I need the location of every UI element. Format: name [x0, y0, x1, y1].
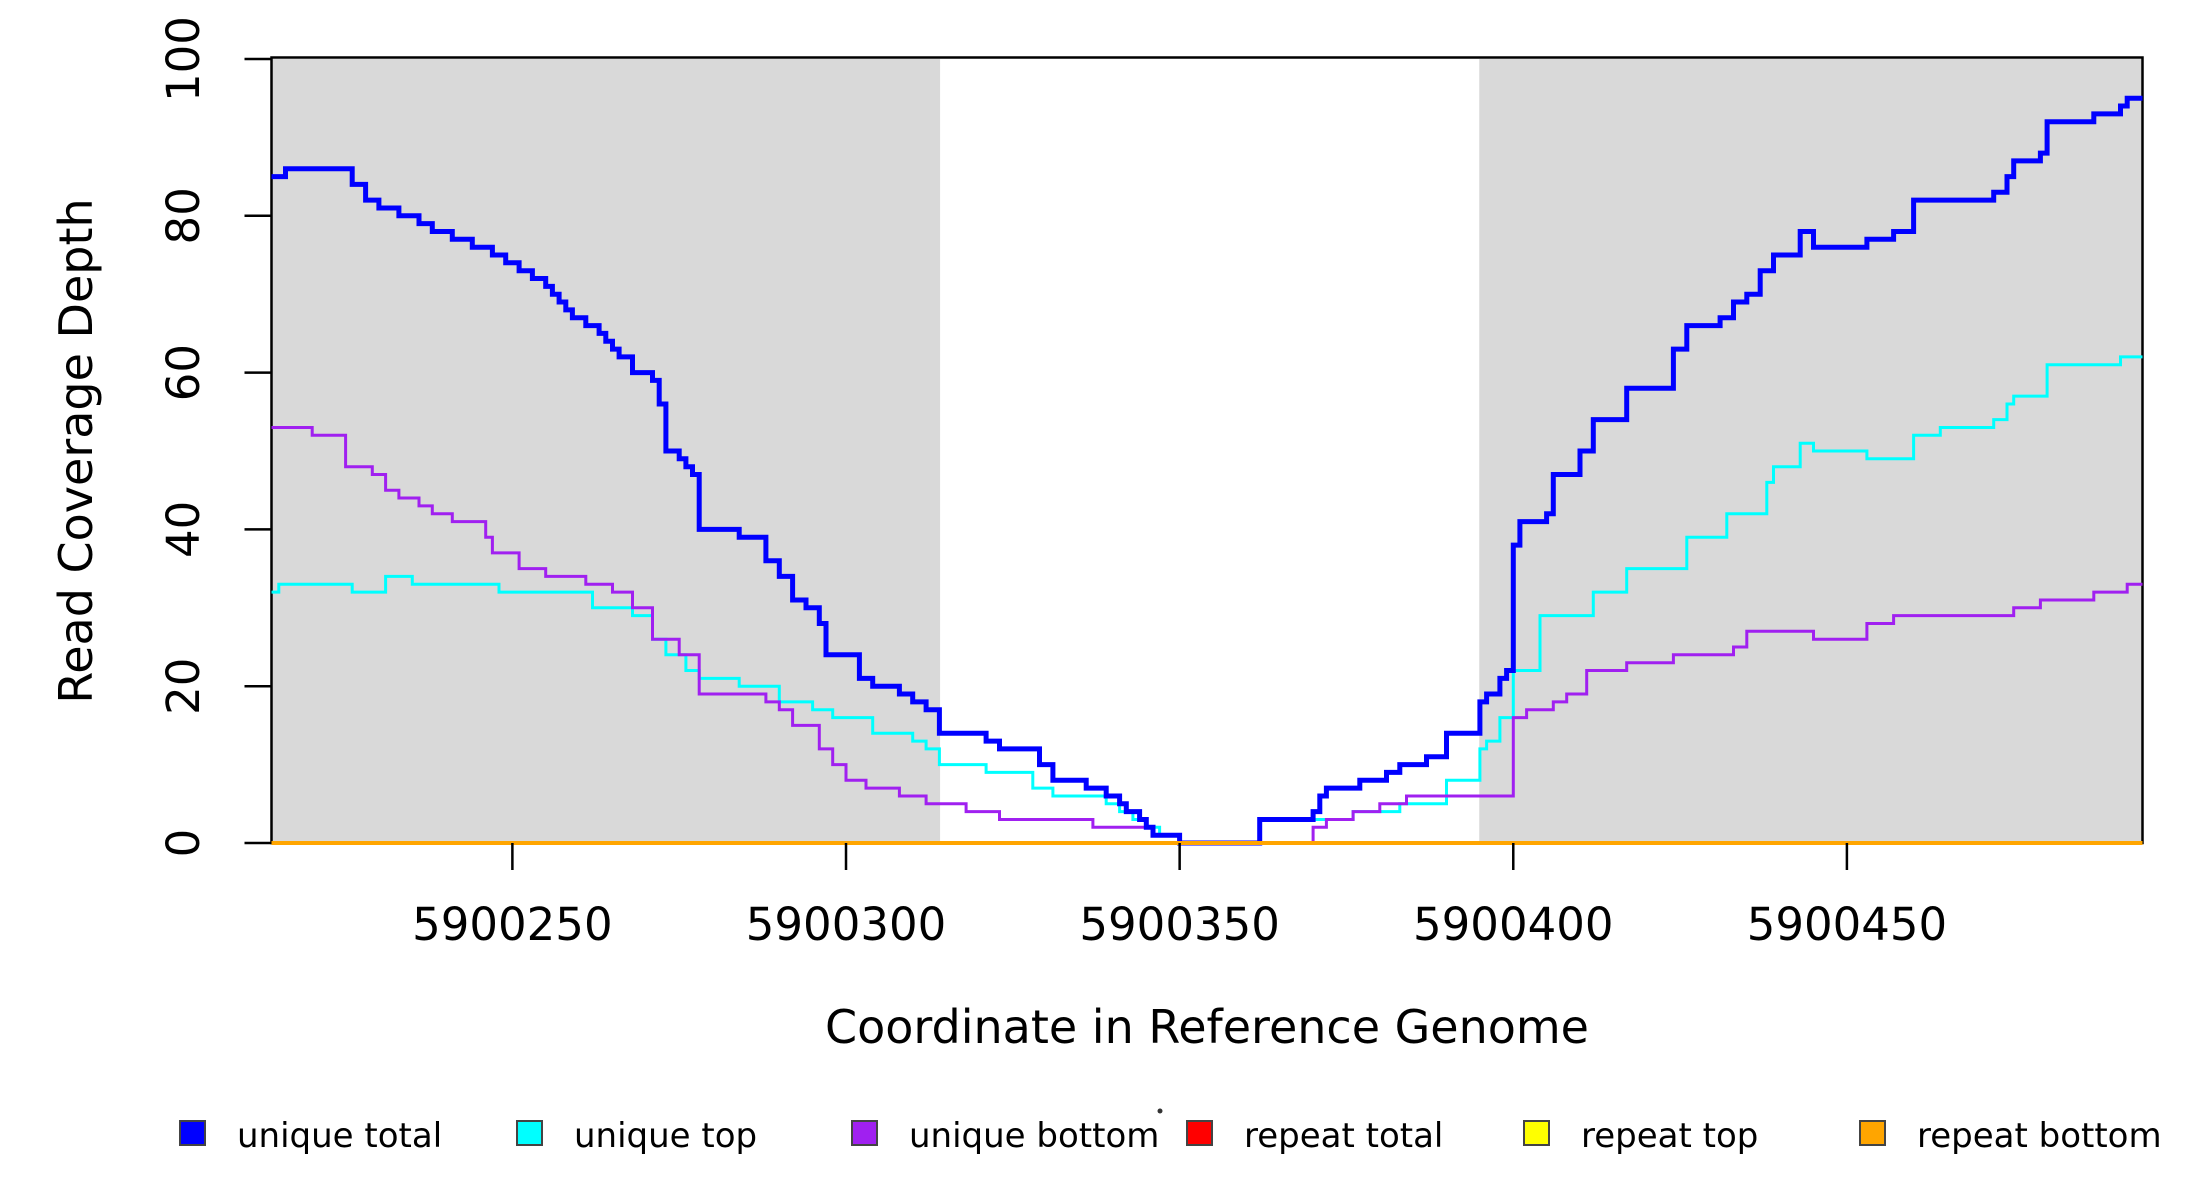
y-tick-label: 60 [157, 344, 210, 401]
y-tick-label: 0 [157, 829, 210, 858]
legend-label-repeat-bottom: repeat bottom [1917, 1116, 2162, 1156]
legend-swatch-unique-top [516, 1120, 543, 1146]
legend-label-repeat-top: repeat top [1581, 1116, 1758, 1156]
y-tick-label: 80 [157, 187, 210, 244]
x-tick-label: 5900250 [412, 898, 612, 951]
x-tick-label: 5900450 [1747, 898, 1947, 951]
series-line-unique-total [271, 95, 2143, 846]
y-tick-label: 20 [157, 658, 210, 715]
x-tick-label: 5900400 [1413, 898, 1613, 951]
legend-swatch-repeat-top [1523, 1120, 1550, 1146]
legend-label-repeat-total: repeat total [1244, 1116, 1443, 1156]
legend-swatch-repeat-bottom [1859, 1120, 1886, 1146]
x-tick-label: 5900350 [1079, 898, 1279, 951]
y-axis-title: Read Coverage Depth [49, 198, 103, 703]
legend-label-unique-top: unique top [574, 1116, 757, 1156]
legend: unique total unique top unique bottom repea… [179, 1108, 2162, 1156]
legend-swatch-unique-bottom [851, 1120, 878, 1146]
axes: 5900250 5900300 5900350 5900400 5900450 0 20 40… [157, 16, 1947, 951]
stray-dot-artifact [1157, 1108, 1163, 1114]
series-lines [271, 95, 2143, 846]
shaded-regions [271, 59, 2143, 843]
series-line-unique-bottom [271, 426, 2143, 845]
y-tick-label: 100 [157, 16, 210, 102]
shaded-region [271, 59, 941, 843]
y-tick-label: 40 [157, 501, 210, 558]
legend-swatch-unique-total [179, 1120, 206, 1146]
x-axis-title: Coordinate in Reference Genome [825, 1000, 1589, 1054]
legend-label-unique-bottom: unique bottom [909, 1116, 1159, 1156]
legend-label-unique-total: unique total [237, 1116, 442, 1156]
series-line-unique-top [271, 355, 2143, 845]
x-tick-label: 5900300 [746, 898, 946, 951]
legend-swatch-repeat-total [1186, 1120, 1213, 1146]
